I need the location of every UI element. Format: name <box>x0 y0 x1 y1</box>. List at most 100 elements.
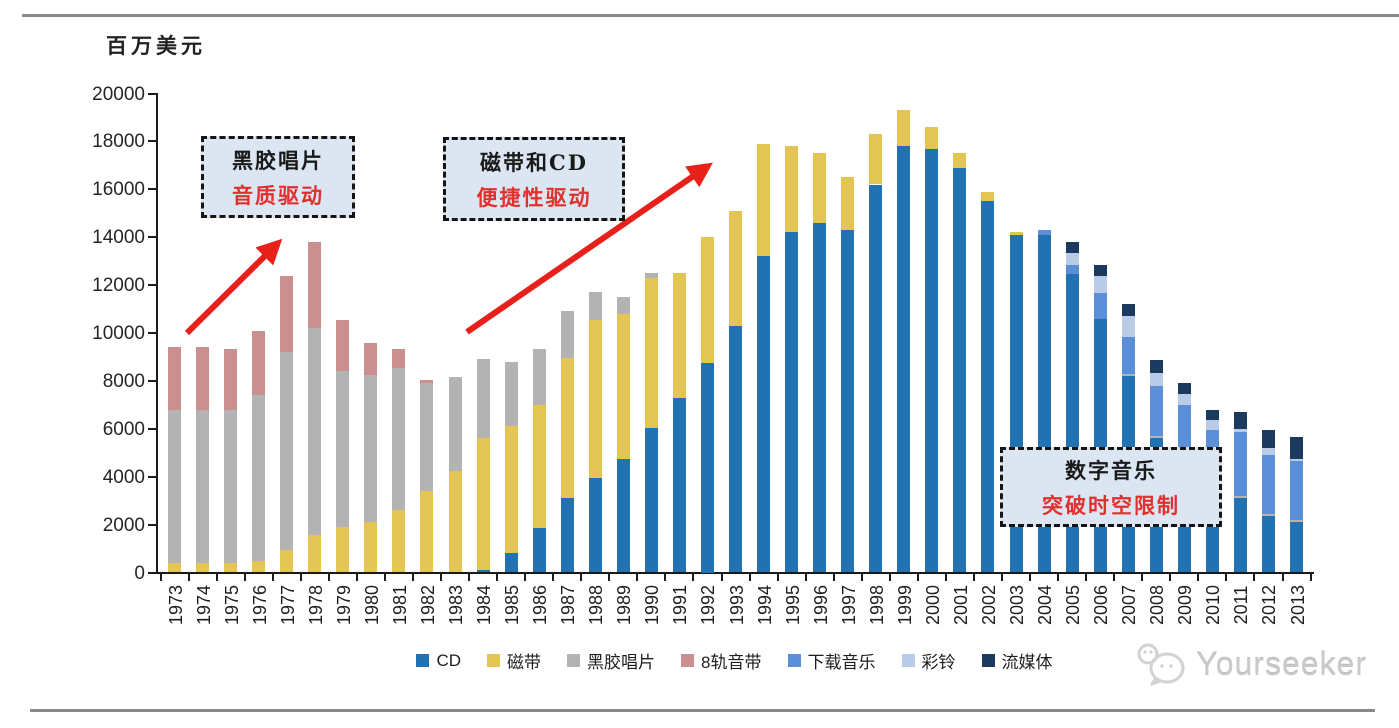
bar-segment-1978-8轨音带 <box>308 241 322 329</box>
bar-segment-1982-黑胶唱片 <box>420 383 434 492</box>
annotation-cassette-cd: 磁带和CD 便捷性驱动 <box>443 137 625 221</box>
x-axis-label-2002: 2002 <box>978 584 999 626</box>
bar-segment-2007-彩铃 <box>1121 316 1135 337</box>
bar-segment-1994-磁带 <box>757 143 771 257</box>
x-axis-tick <box>187 574 190 581</box>
bar-segment-1989-磁带 <box>616 313 630 459</box>
x-axis-tick <box>972 574 975 581</box>
bar-segment-1984-磁带 <box>476 438 490 571</box>
bar-segment-2005-CD <box>1065 274 1079 573</box>
x-axis-tick <box>411 574 414 581</box>
bar-segment-2013-CD <box>1290 522 1303 573</box>
bar-segment-1983-黑胶唱片 <box>448 377 462 471</box>
y-axis-tick <box>148 475 156 478</box>
bar-segment-1973-8轨音带 <box>168 347 181 410</box>
x-axis-label-1988: 1988 <box>586 584 607 626</box>
bar-segment-1987-黑胶唱片 <box>560 311 574 359</box>
bar-segment-2011-黑胶唱片 <box>1233 495 1247 499</box>
x-axis-label-2007: 2007 <box>1119 584 1140 626</box>
y-axis-tick <box>148 523 156 526</box>
x-axis-label-1977: 1977 <box>277 584 298 626</box>
legend-label-彩铃: 彩铃 <box>921 653 956 672</box>
x-axis-tick <box>636 574 639 581</box>
bar-segment-1980-磁带 <box>364 522 378 573</box>
bar-segment-1984-CD <box>476 570 490 573</box>
x-axis-tick <box>243 574 246 581</box>
bar-segment-2010-彩铃 <box>1205 420 1219 430</box>
bar-segment-1990-黑胶唱片 <box>644 273 658 278</box>
annotation-digital-subtitle: 突破时空限制 <box>1042 492 1180 518</box>
x-axis-tick <box>580 574 583 581</box>
bar-segment-2013-下载音乐 <box>1290 461 1303 520</box>
bar-segment-1976-黑胶唱片 <box>252 395 266 561</box>
x-axis-tick <box>608 574 611 581</box>
x-axis-label-2008: 2008 <box>1147 584 1168 626</box>
bar-segment-1975-黑胶唱片 <box>224 409 238 563</box>
annotation-vinyl-subtitle: 音质驱动 <box>232 182 324 208</box>
bar-segment-2011-CD <box>1233 498 1247 573</box>
bar-segment-1987-磁带 <box>560 358 574 499</box>
y-axis-tick-label: 16000 <box>92 179 145 201</box>
x-axis-tick <box>299 574 302 581</box>
bar-segment-1981-磁带 <box>392 510 406 573</box>
x-axis-label-2000: 2000 <box>922 584 943 626</box>
bar-segment-1995-CD <box>785 232 799 573</box>
legend-swatch-黑胶唱片 <box>567 654 581 667</box>
bar-segment-2005-流媒体 <box>1065 241 1079 253</box>
y-axis-tick-label: 8000 <box>102 370 145 392</box>
x-axis-label-2003: 2003 <box>1007 584 1027 626</box>
bar-segment-1988-黑胶唱片 <box>588 292 602 320</box>
x-axis-tick <box>1281 574 1284 581</box>
legend-item-流媒体: 流媒体 <box>981 648 1053 673</box>
x-axis-label-1984: 1984 <box>474 584 495 626</box>
y-axis-tick <box>148 236 156 239</box>
bar-segment-1977-黑胶唱片 <box>280 352 294 550</box>
bar-segment-1986-黑胶唱片 <box>532 348 546 405</box>
bottom-divider <box>30 709 1375 712</box>
x-axis-label-1979: 1979 <box>333 584 354 626</box>
y-axis-tick <box>148 332 156 334</box>
y-axis-tick <box>148 92 156 95</box>
x-axis-label-1985: 1985 <box>502 584 523 626</box>
bar-segment-1994-CD <box>757 256 771 573</box>
bar-segment-2011-流媒体 <box>1233 412 1247 429</box>
x-axis-tick <box>159 574 162 581</box>
legend: CD 磁带 黑胶唱片 8轨音带 下载音乐 彩铃 流媒体 <box>0 648 1399 673</box>
x-axis-label-1989: 1989 <box>614 584 635 626</box>
x-axis-label-1982: 1982 <box>417 584 438 626</box>
bar-segment-2009-彩铃 <box>1177 394 1191 405</box>
bar-segment-1996-磁带 <box>813 153 827 223</box>
bar-segment-1996-CD <box>813 222 827 573</box>
bar-segment-2008-流媒体 <box>1149 360 1163 373</box>
bar-segment-1988-CD <box>588 477 602 573</box>
y-axis-tick <box>148 379 156 382</box>
bar-segment-2001-CD <box>953 167 967 573</box>
x-axis-tick <box>468 574 471 581</box>
bar-segment-2013-黑胶唱片 <box>1290 519 1303 523</box>
bar-segment-1976-磁带 <box>252 560 266 573</box>
x-axis-label-1995: 1995 <box>782 584 803 626</box>
bar-segment-1980-8轨音带 <box>364 342 378 375</box>
x-axis-tick <box>355 574 358 581</box>
x-axis-tick <box>692 574 695 581</box>
bar-segment-1985-黑胶唱片 <box>504 361 518 427</box>
legend-label-CD: CD <box>436 650 462 670</box>
arrow-vinyl-era <box>184 238 283 336</box>
x-axis-tick <box>383 574 386 581</box>
bar-segment-1998-磁带 <box>869 134 883 185</box>
x-axis-label-1994: 1994 <box>754 584 775 626</box>
y-axis-tick <box>148 188 156 191</box>
legend-swatch-CD <box>416 654 430 667</box>
legend-item-下载音乐: 下载音乐 <box>787 648 876 673</box>
x-axis-tick <box>1225 574 1228 581</box>
bar-segment-2013-彩铃 <box>1290 458 1303 462</box>
x-axis-tick <box>1197 574 1200 581</box>
x-axis-tick <box>832 574 835 581</box>
x-axis-label-1991: 1991 <box>670 584 691 626</box>
bar-segment-1979-8轨音带 <box>336 319 350 372</box>
bar-segment-2008-彩铃 <box>1149 372 1163 386</box>
annotation-vinyl-title: 黑胶唱片 <box>232 147 324 173</box>
x-axis-label-1997: 1997 <box>838 584 859 626</box>
legend-item-黑胶唱片: 黑胶唱片 <box>567 648 655 673</box>
bar-segment-1988-磁带 <box>588 319 602 478</box>
